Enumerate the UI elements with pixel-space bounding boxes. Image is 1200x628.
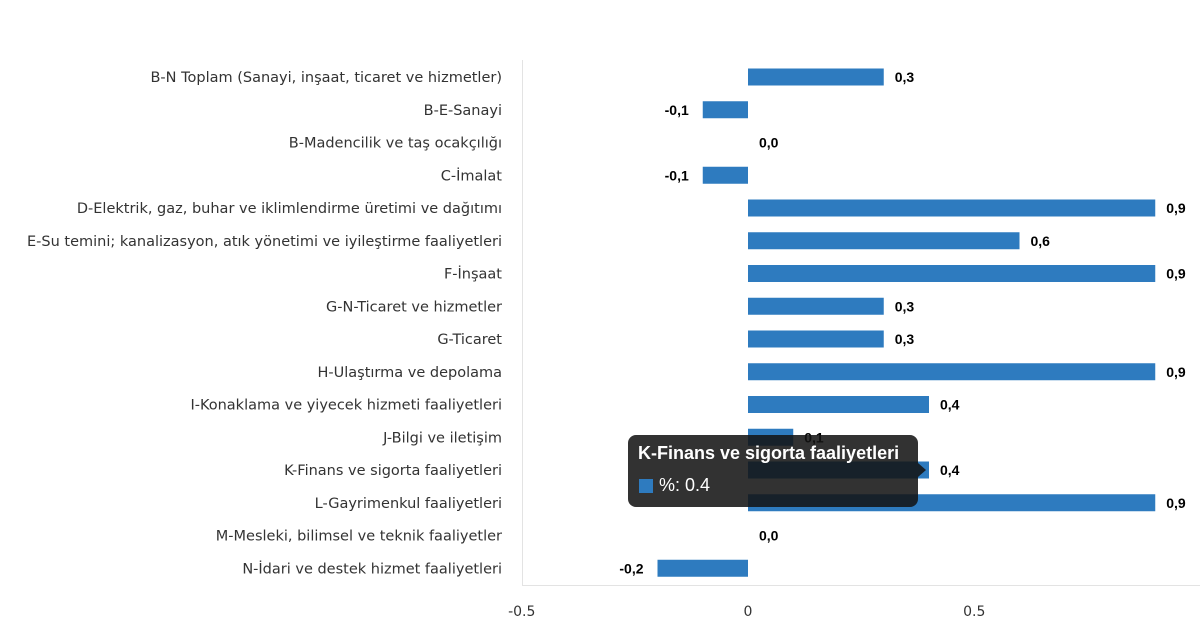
tooltip-value: %: 0.4: [659, 475, 711, 495]
data-label: 0,3: [895, 69, 915, 85]
tooltip-pointer: [918, 463, 926, 477]
category-label: F-İnşaat: [444, 265, 502, 283]
category-label: N-İdari ve destek hizmet faaliyetleri: [242, 559, 502, 577]
category-label: G-N-Ticaret ve hizmetler: [326, 299, 502, 315]
x-tick-label: 0: [744, 604, 753, 620]
data-label: 0,9: [1166, 364, 1186, 380]
data-label: 0,9: [1166, 266, 1186, 282]
category-label: D-Elektrik, gaz, buhar ve iklimlendirme …: [77, 201, 502, 217]
bar: [702, 166, 748, 184]
bar: [748, 199, 1156, 217]
data-label: -0,1: [665, 102, 689, 118]
tooltip-series-swatch: [639, 479, 653, 493]
category-label: C-İmalat: [441, 166, 503, 184]
x-tick-label: -0.5: [508, 604, 535, 620]
category-label: G-Ticaret: [437, 332, 502, 348]
data-label: 0,9: [1166, 200, 1186, 216]
bar: [748, 232, 1020, 250]
category-label: M-Mesleki, bilimsel ve teknik faaliyetle…: [216, 529, 502, 545]
data-label: -0,2: [619, 560, 643, 576]
tooltip-title: K-Finans ve sigorta faaliyetleri: [638, 443, 900, 463]
bar: [748, 363, 1156, 381]
bar: [748, 396, 929, 413]
category-label: K-Finans ve sigorta faaliyetleri: [284, 463, 502, 479]
data-label: 0,6: [1031, 233, 1051, 249]
category-label: B-Madencilik ve taş ocakçılığı: [289, 136, 502, 152]
data-label: 0,3: [895, 331, 915, 347]
bar: [748, 265, 1156, 282]
bar: [702, 101, 748, 119]
bar: [748, 297, 884, 315]
bar: [748, 330, 884, 348]
data-label: 0,4: [940, 462, 960, 478]
category-label: B-N Toplam (Sanayi, inşaat, ticaret ve h…: [150, 70, 502, 86]
tooltip: K-Finans ve sigorta faaliyetleri %: 0.4: [628, 435, 926, 507]
data-label: 0,0: [759, 528, 779, 544]
category-label: I-Konaklama ve yiyecek hizmeti faaliyetl…: [190, 398, 502, 414]
bar: [657, 559, 748, 577]
data-label: 0,4: [940, 397, 960, 413]
category-label: B-E-Sanayi: [424, 103, 502, 119]
category-label: J-Bilgi ve iletişim: [382, 430, 502, 446]
data-label: 0,0: [759, 135, 779, 151]
data-label: 0,9: [1166, 495, 1186, 511]
data-label: 0,3: [895, 298, 915, 314]
bar: [748, 68, 884, 86]
data-label: -0,1: [665, 167, 689, 183]
category-label: H-Ulaştırma ve depolama: [318, 365, 503, 381]
category-label: L-Gayrimenkul faaliyetleri: [315, 496, 502, 512]
x-tick-label: 0.5: [963, 604, 985, 620]
category-label: E-Su temini; kanalizasyon, atık yönetimi…: [27, 234, 502, 250]
